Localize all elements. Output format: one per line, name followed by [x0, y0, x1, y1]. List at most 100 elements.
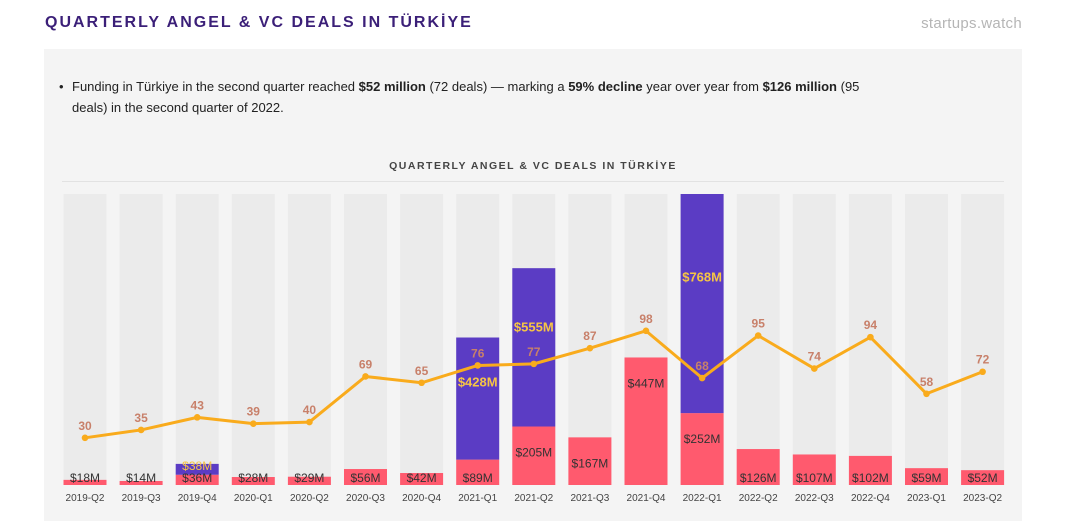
- chart-title-divider: [62, 181, 1004, 182]
- bar-segment-red: [905, 468, 948, 485]
- x-axis-tick-label: 2020-Q2: [290, 493, 329, 504]
- bar-segment-red: [792, 454, 836, 485]
- bar-segment-red: [680, 413, 724, 485]
- bar-segment-red: [456, 459, 500, 485]
- column-background: [63, 194, 107, 485]
- deals-count-label: 76: [471, 346, 485, 360]
- deals-count-label: 94: [864, 318, 878, 332]
- bar-segment-red: [736, 449, 780, 485]
- deals-count-label: 72: [976, 353, 990, 367]
- x-axis-tick-label: 2022-Q1: [683, 493, 722, 504]
- deals-count-label: 58: [920, 375, 934, 389]
- column-background: [568, 194, 612, 485]
- bar-segment-red: [568, 437, 612, 485]
- deals-point: [362, 373, 369, 380]
- bar-value-label: $56M: [350, 471, 380, 485]
- bar-segment-red: [961, 470, 1005, 485]
- summary-text: Funding in Türkiye in the second quarter…: [59, 76, 889, 118]
- deals-count-label: 65: [415, 364, 429, 378]
- deals-count-label: 35: [134, 411, 148, 425]
- x-axis-tick-label: 2019-Q3: [122, 493, 161, 504]
- brand-logo[interactable]: startups.watch: [921, 15, 1022, 32]
- bar-value-label: $252M: [684, 432, 721, 446]
- bar-value-label: $18M: [70, 471, 100, 485]
- bar-value-label: $42M: [407, 471, 437, 485]
- column-background: [175, 194, 219, 485]
- deals-count-label: 40: [303, 403, 317, 417]
- x-axis-tick-label: 2019-Q2: [66, 493, 105, 504]
- deals-point: [642, 327, 650, 335]
- deals-point: [418, 379, 425, 387]
- bar-value-label: $107M: [796, 471, 833, 485]
- bar-value-label-top: $555M: [514, 320, 554, 335]
- x-axis-tick-label: 2022-Q2: [739, 493, 778, 504]
- x-axis-tick-label: 2023-Q2: [963, 493, 1002, 504]
- bar-value-label: $447M: [628, 376, 665, 390]
- summary-text-1: Funding in Türkiye in the second quarter…: [72, 79, 359, 94]
- bar-segment-purple: [175, 463, 219, 475]
- deals-count-label: 39: [247, 405, 261, 419]
- deals-count-label: 43: [191, 398, 205, 412]
- bar-segment-red: [512, 426, 556, 485]
- deals-point: [193, 414, 201, 421]
- bar-segment-red: [344, 469, 387, 485]
- column-background: [961, 194, 1005, 485]
- bar-segment-red: [848, 455, 892, 485]
- column-background: [119, 194, 163, 485]
- deals-point: [137, 426, 145, 434]
- summary-bold-1: $52 million: [358, 79, 426, 94]
- column-background: [792, 194, 836, 485]
- deals-point: [979, 368, 986, 376]
- summary-bold-2: 59% decline: [568, 79, 643, 94]
- x-axis-tick-label: 2020-Q3: [346, 493, 385, 504]
- bar-value-label-top: $428M: [458, 374, 498, 389]
- x-axis-tick-label: 2023-Q1: [907, 493, 946, 504]
- bullet-dot: •: [59, 79, 64, 94]
- bar-value-label: $14M: [126, 471, 156, 485]
- x-axis-tick-label: 2022-Q3: [795, 493, 834, 504]
- summary-text-3: year over year from: [642, 79, 763, 94]
- deals-point: [698, 374, 706, 382]
- x-axis-tick-label: 2021-Q2: [514, 493, 553, 504]
- x-axis-tick-label: 2019-Q4: [178, 493, 217, 504]
- bar-value-label: $36M: [182, 471, 212, 485]
- page-title: QUARTERLY ANGEL & VC DEALS IN TÜRKİYE: [45, 14, 473, 31]
- column-background: [287, 194, 331, 485]
- x-axis-tick-label: 2020-Q4: [402, 493, 441, 504]
- bar-value-label: $102M: [852, 471, 889, 485]
- bar-value-label-top: $768M: [682, 270, 722, 285]
- bar-value-label: $28M: [238, 471, 268, 485]
- deals-point: [250, 420, 257, 427]
- deals-point: [81, 434, 89, 442]
- bar-segment-red: [231, 477, 275, 485]
- column-background: [905, 194, 948, 485]
- deals-count-label: 30: [78, 419, 92, 433]
- deals-count-label: 87: [583, 329, 597, 343]
- bar-value-label: $52M: [968, 471, 998, 485]
- bar-value-label: $126M: [740, 471, 777, 485]
- deals-point: [811, 365, 818, 372]
- deals-point: [867, 333, 874, 341]
- bar-segment-red: [119, 481, 163, 485]
- bar-value-label: $89M: [463, 471, 493, 485]
- deals-count-label: 95: [752, 317, 766, 331]
- deals-count-label: 68: [695, 359, 709, 373]
- bar-segment-purple: [512, 268, 556, 427]
- deals-point: [474, 362, 482, 369]
- summary-text-4: (95 deals) in the second quarter of 2022…: [72, 79, 860, 115]
- x-axis-tick-label: 2020-Q1: [234, 493, 273, 504]
- x-axis-tick-label: 2022-Q4: [851, 493, 890, 504]
- bar-segment-red: [624, 357, 668, 485]
- deals-point: [754, 332, 762, 339]
- deals-count-label: 98: [639, 312, 653, 326]
- deals-point: [530, 360, 538, 368]
- x-axis-tick-label: 2021-Q3: [570, 493, 609, 504]
- column-background: [736, 194, 780, 485]
- bar-segment-red: [400, 473, 444, 485]
- bar-segment-red: [287, 476, 331, 485]
- bar-value-label: $59M: [911, 471, 941, 485]
- bar-value-label-top: $38M: [182, 459, 212, 473]
- chart-title: QUARTERLY ANGEL & VC DEALS IN TÜRKİYE: [389, 160, 677, 172]
- summary-bullet: • Funding in Türkiye in the second quart…: [59, 76, 889, 118]
